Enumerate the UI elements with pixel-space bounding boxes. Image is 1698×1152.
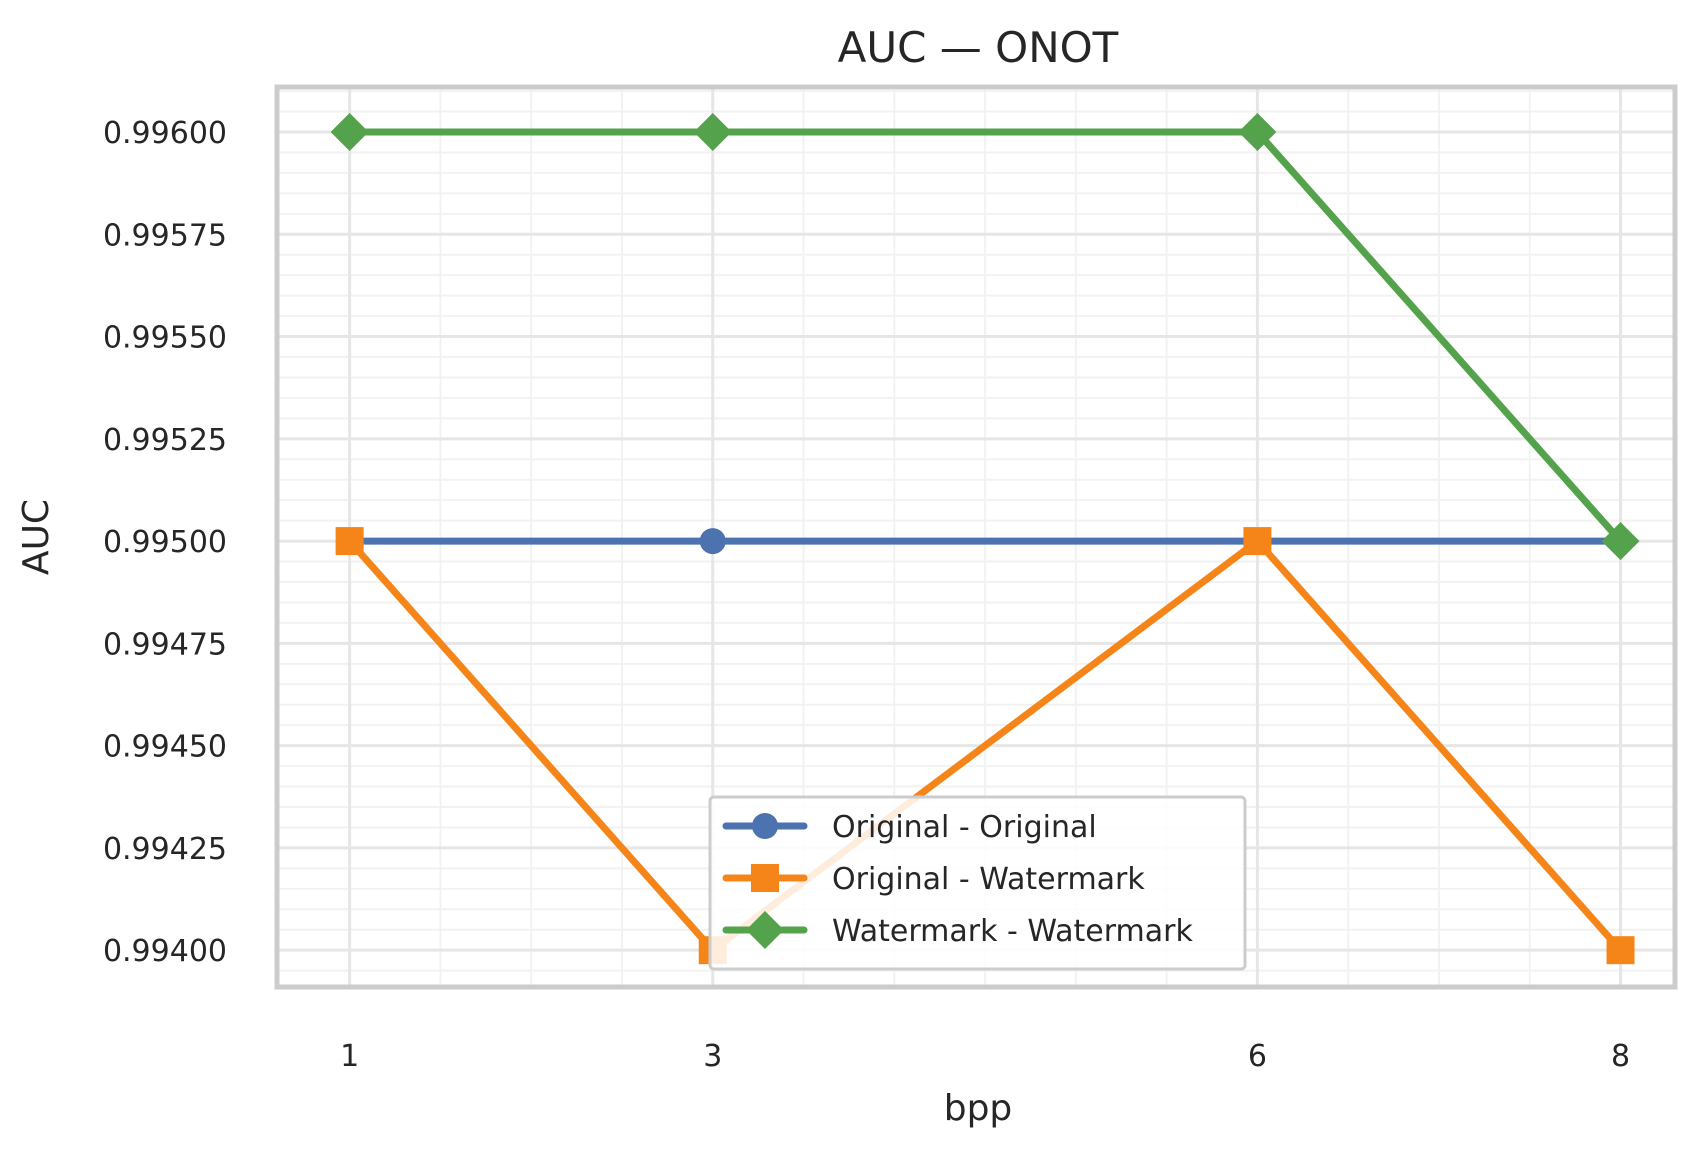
y-tick-label: 0.99425 bbox=[103, 832, 227, 867]
x-tick-label: 1 bbox=[340, 1039, 359, 1074]
y-tick-label: 0.99500 bbox=[103, 525, 227, 560]
data-point bbox=[1238, 113, 1277, 151]
x-tick-label: 8 bbox=[1611, 1039, 1630, 1074]
series-watermark-watermark bbox=[330, 113, 1640, 561]
y-axis-ticks: 0.99400 0.99425 0.99450 0.99475 0.99500 0.995… bbox=[103, 116, 227, 969]
x-tick-label: 6 bbox=[1248, 1039, 1267, 1074]
chart-title: AUC — ONOT bbox=[838, 23, 1119, 72]
legend-item: Original - Watermark bbox=[722, 862, 1145, 897]
plot-frame bbox=[274, 84, 1678, 990]
legend-marker bbox=[752, 813, 778, 839]
data-point bbox=[335, 527, 364, 556]
data-point bbox=[330, 113, 369, 151]
series-original-watermark bbox=[335, 527, 1635, 965]
data-point bbox=[1243, 527, 1272, 556]
legend-marker bbox=[746, 911, 784, 949]
series-line bbox=[346, 128, 1625, 545]
y-tick-label: 0.99475 bbox=[103, 627, 227, 662]
legend-label: Original - Original bbox=[832, 810, 1097, 845]
x-axis-label: bpp bbox=[944, 1088, 1013, 1129]
legend-label: Original - Watermark bbox=[832, 862, 1145, 897]
legend-item: Original - Original bbox=[722, 810, 1097, 845]
legend-marker bbox=[751, 864, 779, 892]
legend-item: Watermark - Watermark bbox=[722, 911, 1193, 949]
y-tick-label: 0.99450 bbox=[103, 730, 227, 765]
legend-box bbox=[708, 795, 1247, 971]
y-tick-label: 0.99525 bbox=[103, 423, 227, 458]
y-tick-label: 0.99550 bbox=[103, 321, 227, 356]
y-tick-label: 0.99600 bbox=[103, 116, 227, 151]
x-axis-ticks: 1 3 6 8 bbox=[340, 1039, 1630, 1074]
legend: Original - Original Original - Watermark W… bbox=[708, 795, 1247, 971]
y-tick-label: 0.99400 bbox=[103, 934, 227, 969]
data-point bbox=[699, 528, 726, 555]
data-point bbox=[1606, 936, 1635, 965]
data-point bbox=[693, 113, 732, 151]
y-axis-label: AUC bbox=[16, 499, 57, 575]
y-tick-label: 0.99575 bbox=[103, 218, 227, 253]
x-tick-label: 3 bbox=[703, 1039, 722, 1074]
data-point bbox=[1601, 522, 1640, 561]
series-line bbox=[346, 537, 1625, 954]
series-layer bbox=[330, 113, 1640, 965]
legend-label: Watermark - Watermark bbox=[832, 914, 1193, 949]
